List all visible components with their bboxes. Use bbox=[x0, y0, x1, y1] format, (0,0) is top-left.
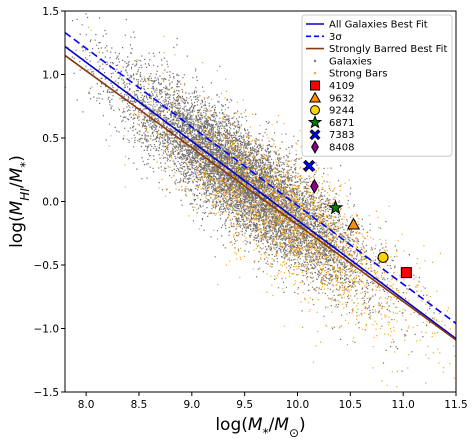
y-tick-label: −0.5 bbox=[34, 260, 60, 272]
x-tick-label: 11.0 bbox=[391, 399, 414, 411]
legend-label: 9244 bbox=[329, 106, 354, 117]
legend-entry: Strongly Barred Best Fit bbox=[306, 44, 447, 55]
legend-label: 4109 bbox=[329, 81, 354, 92]
scatter-series-galaxies bbox=[65, 13, 438, 372]
legend-box bbox=[301, 14, 453, 157]
legend-entry: 3σ bbox=[306, 32, 342, 43]
x-axis-title: log(M*/M⊙) bbox=[215, 415, 305, 440]
legend-marker-8408 bbox=[311, 140, 319, 154]
galaxy-marker-7383 bbox=[303, 159, 316, 172]
legend-label: 7383 bbox=[329, 130, 354, 141]
scatter-layer bbox=[65, 13, 456, 388]
galaxy-marker-9632 bbox=[346, 217, 361, 230]
legend-label: Strongly Barred Best Fit bbox=[329, 44, 447, 55]
galaxy-marker-9244 bbox=[377, 251, 389, 263]
scatter-series-strong-bars bbox=[88, 26, 456, 388]
galaxy-marker-4109 bbox=[400, 267, 412, 279]
y-axis-title: log(MHI/M*) bbox=[7, 155, 32, 248]
legend-marker-7383 bbox=[309, 129, 321, 141]
legend-label: 9632 bbox=[329, 93, 354, 104]
legend-label: Strong Bars bbox=[329, 69, 387, 80]
legend-marker-9632 bbox=[308, 91, 322, 103]
legend-entry: 7383 bbox=[309, 129, 354, 141]
x-tick-label: 10.0 bbox=[286, 399, 309, 411]
fit-line-strongly-barred-best-fit bbox=[65, 54, 456, 341]
highlighted-galaxies bbox=[303, 159, 412, 279]
axis-ticks: 8.0 8.5 9.0 9.5 10.0 10.5 11.0 11.5 1.5 1.0 0.5 0.0… bbox=[34, 6, 468, 411]
x-tick-label: 10.5 bbox=[339, 399, 362, 411]
x-tick-label: 11.5 bbox=[444, 399, 467, 411]
legend-label: Galaxies bbox=[329, 56, 372, 67]
legend-label: 6871 bbox=[329, 118, 354, 129]
y-tick-label: 1.5 bbox=[42, 6, 59, 18]
legend-marker-4109 bbox=[310, 80, 320, 91]
y-tick-label: −1.0 bbox=[34, 324, 60, 336]
galaxy-marker-6871 bbox=[327, 199, 344, 215]
legend-entry: 9244 bbox=[310, 105, 354, 117]
legend-entry: All Galaxies Best Fit bbox=[306, 20, 428, 31]
x-tick-label: 8.0 bbox=[78, 399, 95, 411]
scatter-points bbox=[65, 13, 438, 372]
legend-entry: Strong Bars bbox=[313, 69, 387, 80]
x-tick-label: 9.0 bbox=[183, 399, 200, 411]
scatter-points bbox=[88, 26, 456, 388]
legend-dot-swatch bbox=[313, 72, 317, 75]
legend-entry: 9632 bbox=[308, 91, 354, 104]
legend-entry: 8408 bbox=[311, 140, 354, 154]
x-tick-label: 9.5 bbox=[236, 399, 253, 411]
legend-marker-6871 bbox=[307, 114, 323, 129]
y-tick-label: −1.5 bbox=[34, 387, 60, 399]
fit-line-3- bbox=[65, 31, 456, 325]
legend-label: 3σ bbox=[329, 32, 342, 43]
x-tick-label: 8.5 bbox=[131, 399, 148, 411]
fit-line-all-galaxies-best-fit bbox=[65, 45, 456, 340]
legend-entry: Galaxies bbox=[313, 56, 372, 67]
fit-lines bbox=[65, 31, 456, 341]
legend-label: All Galaxies Best Fit bbox=[329, 20, 428, 31]
galaxy-marker-8408 bbox=[310, 178, 319, 194]
legend-dot-swatch bbox=[313, 59, 317, 63]
legend-marker-9244 bbox=[310, 105, 320, 116]
legend-entry: 4109 bbox=[310, 80, 354, 92]
y-tick-label: 0.5 bbox=[42, 133, 59, 145]
y-tick-label: 0.0 bbox=[42, 197, 59, 209]
legend-label: 8408 bbox=[329, 143, 354, 154]
legend-entry: 6871 bbox=[307, 114, 354, 129]
y-tick-label: 1.0 bbox=[42, 70, 59, 82]
